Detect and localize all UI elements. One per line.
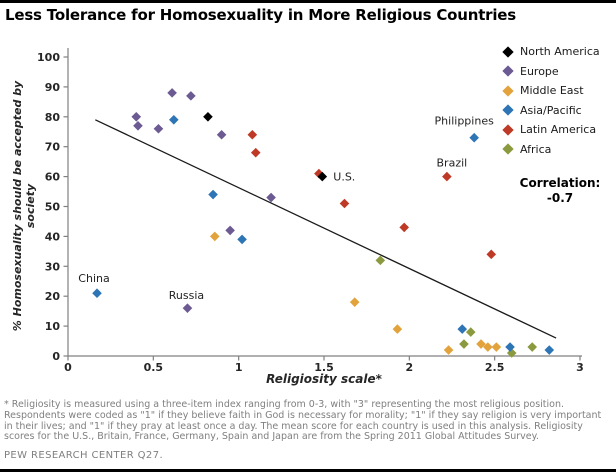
legend-label: Europe	[520, 64, 559, 78]
y-axis-title: % Homosexuality should be accepted by so…	[11, 80, 37, 332]
source-line: PEW RESEARCH CENTER Q27.	[4, 450, 164, 461]
svg-text:60: 60	[45, 171, 61, 184]
legend-item-middle-east: Middle East	[502, 81, 600, 101]
correlation-label: Correlation:	[519, 176, 601, 190]
svg-text:1.5: 1.5	[314, 361, 334, 374]
svg-text:50: 50	[45, 201, 61, 214]
footnote: * Religiosity is measured using a three-…	[4, 399, 602, 443]
svg-text:Russia: Russia	[169, 289, 204, 302]
svg-text:0: 0	[64, 361, 72, 374]
legend: North America Europe Middle East Asia/Pa…	[502, 42, 600, 160]
bottom-rule	[0, 469, 616, 472]
svg-text:1: 1	[235, 361, 243, 374]
correlation-note: Correlation: -0.7	[500, 176, 616, 206]
svg-text:Philippines: Philippines	[435, 115, 495, 128]
legend-label: Africa	[520, 142, 552, 156]
svg-text:90: 90	[45, 81, 61, 94]
svg-text:10: 10	[45, 320, 61, 333]
legend-label: Latin America	[520, 123, 597, 137]
diamond-marker-icon	[502, 104, 514, 116]
svg-text:0.5: 0.5	[144, 361, 164, 374]
svg-text:20: 20	[45, 290, 61, 303]
svg-text:80: 80	[45, 111, 61, 124]
svg-text:U.S.: U.S.	[333, 171, 355, 184]
correlation-value: -0.7	[546, 191, 574, 205]
svg-text:2: 2	[406, 361, 414, 374]
svg-text:2.5: 2.5	[485, 361, 505, 374]
diamond-marker-icon	[502, 124, 514, 136]
legend-item-north-america: North America	[502, 42, 600, 62]
svg-text:0: 0	[52, 350, 60, 363]
svg-text:China: China	[78, 272, 109, 285]
chart-title: Less Tolerance for Homosexuality in More…	[5, 6, 517, 24]
svg-text:30: 30	[45, 260, 61, 273]
diamond-marker-icon	[502, 46, 514, 58]
diamond-marker-icon	[502, 65, 514, 77]
svg-text:Brazil: Brazil	[437, 157, 468, 170]
svg-text:100: 100	[37, 51, 60, 64]
legend-item-africa: Africa	[502, 140, 600, 160]
legend-label: Middle East	[520, 84, 584, 98]
legend-label: North America	[520, 45, 600, 59]
svg-text:70: 70	[45, 141, 61, 154]
legend-label: Asia/Pacific	[520, 103, 582, 117]
x-axis-title: Religiosity scale*	[266, 372, 382, 386]
svg-text:40: 40	[45, 230, 61, 243]
legend-item-europe: Europe	[502, 62, 600, 82]
diamond-marker-icon	[502, 143, 514, 155]
diamond-marker-icon	[502, 85, 514, 97]
legend-item-latin-america: Latin America	[502, 120, 600, 140]
legend-item-asia-pacific: Asia/Pacific	[502, 101, 600, 121]
svg-text:3: 3	[576, 361, 584, 374]
top-rule	[0, 0, 616, 3]
